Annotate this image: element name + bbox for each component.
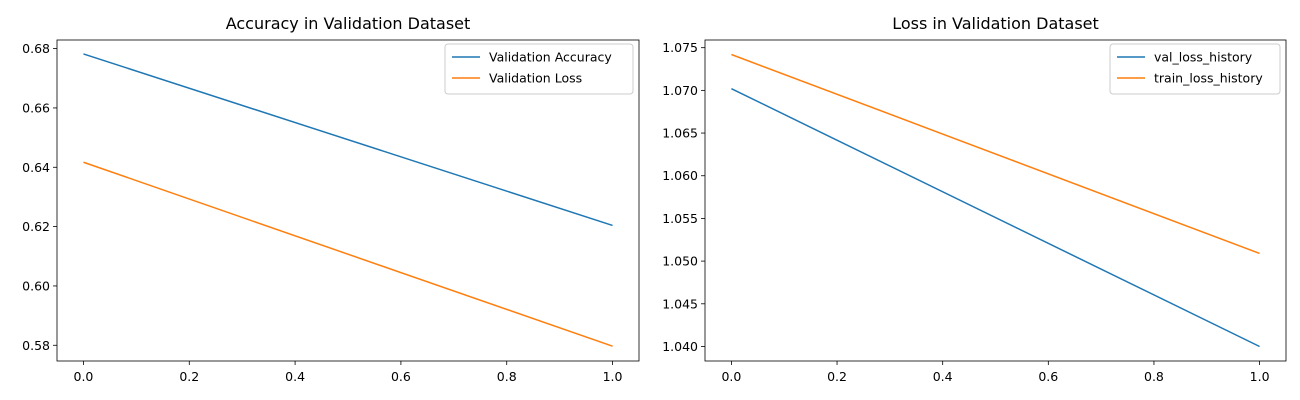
x-tick-label: 0.4 [285, 369, 305, 384]
x-tick-label: 1.0 [603, 369, 623, 384]
x-tick-label: 0.2 [827, 369, 847, 384]
x-tick-label: 0.8 [497, 369, 517, 384]
x-tick-label: 0.6 [391, 369, 411, 384]
plot-frame [56, 39, 640, 362]
chart-title: Accuracy in Validation Dataset [226, 14, 471, 33]
series-line-1 [83, 161, 613, 347]
y-tick-label: 0.66 [22, 100, 50, 115]
series-line-0 [731, 87, 1260, 348]
y-tick-label: 0.62 [22, 219, 50, 234]
loss-chart: 0.0 0.2 0.4 0.6 0.8 1.0 1.040 1.045 1.050 1.055 1.… [662, 14, 1287, 384]
y-tick-label: 0.58 [22, 338, 50, 353]
y-tick-label: 1.065 [662, 126, 698, 141]
series-line-1 [731, 53, 1260, 255]
legend-label-1: train_loss_history [1154, 71, 1263, 86]
x-tick-label: 0.6 [1038, 369, 1058, 384]
legend-box [444, 43, 634, 95]
y-tick-label: 0.60 [22, 278, 50, 293]
legend-label-1: Validation Loss [489, 71, 582, 86]
y-tick-label: 1.075 [662, 40, 698, 55]
y-tick-label: 1.070 [662, 83, 698, 98]
y-tick-label: 1.045 [662, 296, 698, 311]
chart-title: Loss in Validation Dataset [892, 14, 1099, 33]
y-tick-label: 1.050 [662, 254, 698, 269]
x-tick-label: 0.0 [74, 369, 94, 384]
legend-label-0: val_loss_history [1154, 50, 1253, 65]
accuracy-chart: 0.0 0.2 0.4 0.6 0.8 1.0 0.58 0.60 0.62 0.64 0.66 0.… [22, 14, 640, 384]
legend-box [1109, 43, 1281, 95]
x-tick-label: 0.4 [933, 369, 953, 384]
x-tick-label: 0.8 [1144, 369, 1164, 384]
legend-label-0: Validation Accuracy [489, 50, 612, 65]
x-tick-label: 0.0 [721, 369, 741, 384]
x-tick-label: 0.2 [179, 369, 199, 384]
y-tick-label: 1.040 [662, 339, 698, 354]
x-tick-label: 1.0 [1250, 369, 1270, 384]
y-tick-label: 1.060 [662, 168, 698, 183]
y-tick-label: 1.055 [662, 211, 698, 226]
plot-frame [704, 39, 1287, 362]
y-tick-label: 0.64 [22, 160, 50, 175]
series-line-0 [83, 53, 613, 227]
y-tick-label: 0.68 [22, 41, 50, 56]
